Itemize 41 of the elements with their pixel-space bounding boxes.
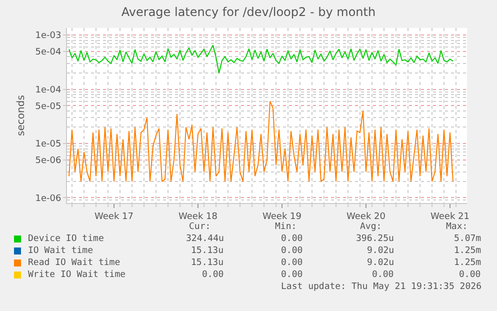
text: 1.25m	[454, 258, 482, 268]
x-tick-label: Week 18	[178, 212, 218, 222]
text: 15.13u	[191, 258, 224, 268]
y-tick-label: 1e-06	[35, 194, 62, 204]
y-tick-label: 1e-05	[35, 140, 62, 150]
text: Avg:	[360, 222, 382, 232]
text: 5.07m	[454, 234, 482, 244]
legend-label: Device IO time	[28, 234, 104, 244]
text: 0.00	[202, 270, 224, 280]
y-tick-label: 5e-06	[35, 156, 62, 166]
x-tick-label: Week 20	[346, 212, 386, 222]
text: 0.00	[281, 270, 303, 280]
text: 0.00	[281, 258, 303, 268]
text: 0.00	[281, 234, 303, 244]
y-tick-label: 1e-03	[35, 31, 62, 42]
legend-label: IO Wait time	[28, 246, 94, 256]
x-tick-label: Week 19	[262, 212, 302, 222]
y-tick-label: 5e-04	[35, 48, 62, 58]
text: 0.00	[459, 270, 481, 280]
y-tick-label: 1e-04	[35, 85, 62, 96]
legend-label: Write IO Wait time	[28, 270, 126, 280]
chart-title: Average latency for /dev/loop2 - by month	[121, 5, 376, 20]
text: Last update: Thu May 21 19:31:35 2026	[281, 282, 482, 292]
x-tick-label: Week 17	[94, 212, 134, 222]
text: 0.00	[281, 246, 303, 256]
y-tick-label: 5e-05	[35, 102, 62, 112]
text: 15.13u	[191, 246, 224, 256]
legend-label: Read IO Wait time	[28, 258, 120, 268]
text: 9.02u	[367, 258, 394, 268]
text: 396.25u	[356, 234, 394, 244]
x-tick-label: Week 21	[430, 212, 470, 222]
text: Max:	[446, 222, 468, 232]
line-series	[68, 44, 454, 74]
line-series	[68, 100, 454, 182]
y-axis-title: seconds	[16, 95, 28, 136]
text: Cur:	[189, 222, 211, 232]
text: 9.02u	[367, 246, 394, 256]
text: Min:	[275, 222, 297, 232]
text: 324.44u	[186, 234, 224, 244]
text: 0.00	[372, 270, 394, 280]
text: 1.25m	[454, 246, 482, 256]
